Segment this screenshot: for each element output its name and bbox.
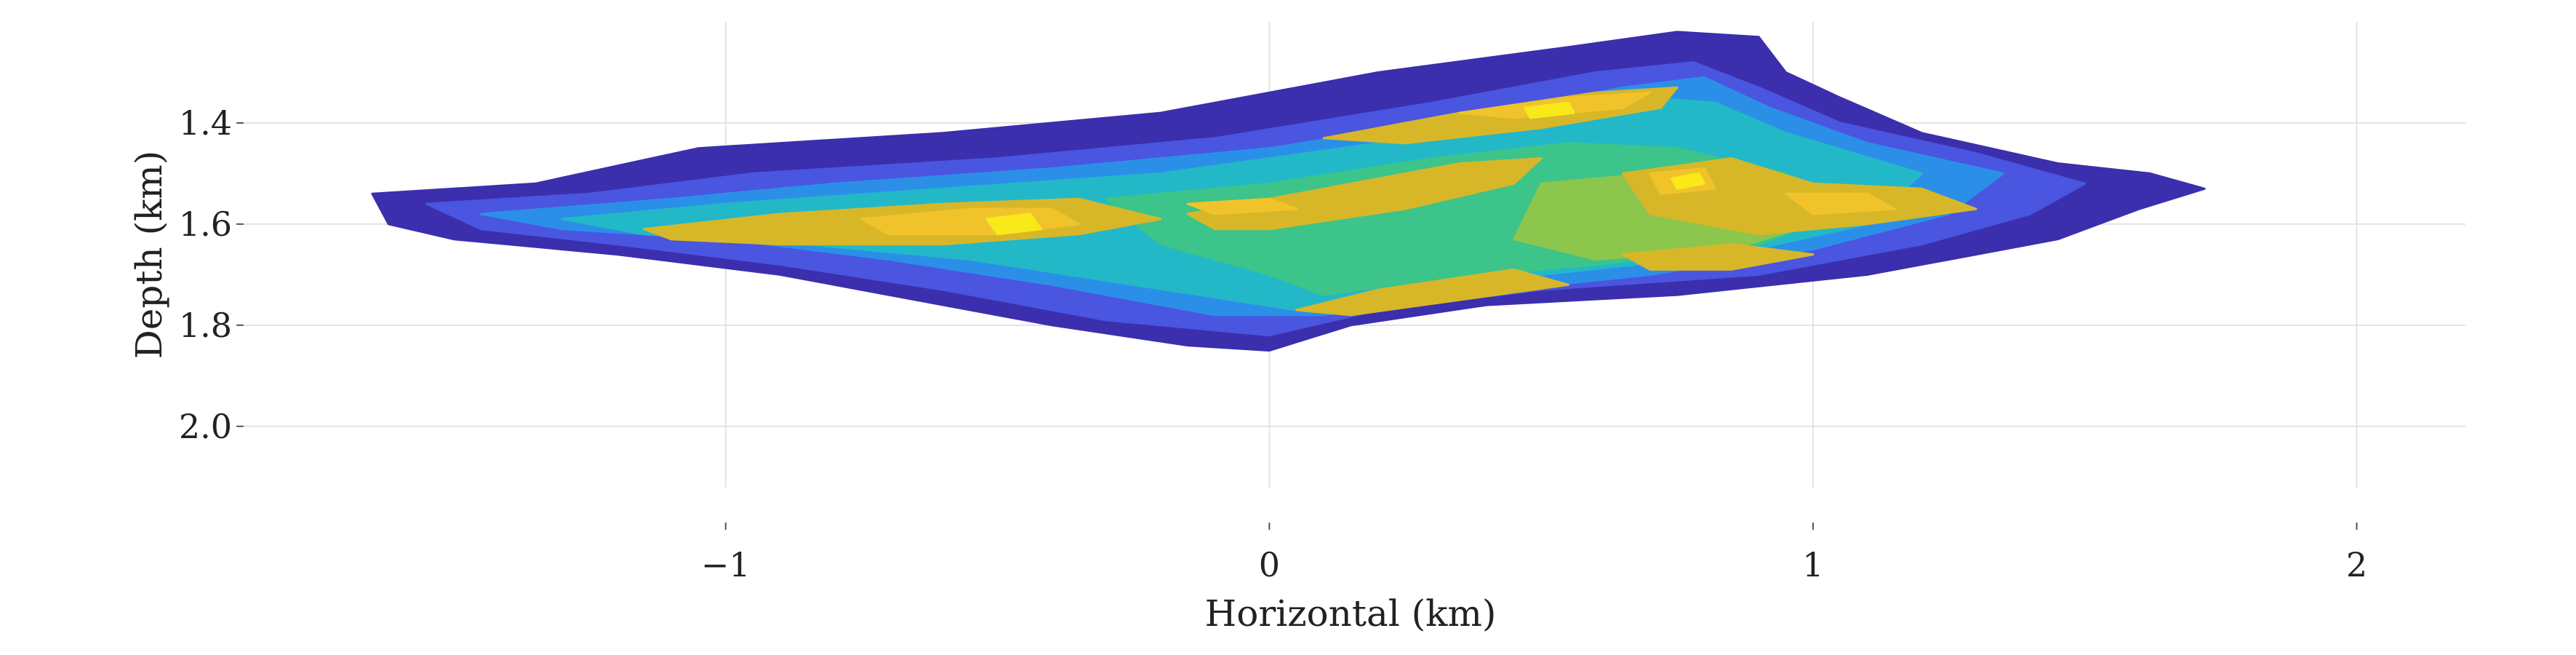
- contour-level-8: [1186, 197, 1298, 215]
- y-axis-label: Depth (km): [128, 151, 170, 360]
- y-tick-label: 1.4: [179, 103, 232, 143]
- contour-level-7: [1186, 157, 1543, 231]
- x-tick-label: 0: [1259, 545, 1280, 584]
- x-axis-label: Horizontal (km): [1205, 592, 1497, 635]
- x-tick-label: −1: [701, 545, 751, 584]
- x-tick-label: 1: [1802, 545, 1823, 584]
- contour-level-9: [985, 213, 1042, 236]
- contour-level-9: [1524, 101, 1575, 119]
- axis-ticks: −1 0 1 2 1.4 1.6 1.8 2.0: [179, 103, 2367, 584]
- contour-fills: [371, 31, 2206, 352]
- contour-level-8: [1785, 192, 1896, 215]
- contour-level-7: [1621, 243, 1815, 271]
- y-tick-label: 1.8: [179, 306, 232, 345]
- y-tick-label: 1.6: [179, 205, 232, 244]
- contour-level-7: [1295, 268, 1569, 317]
- y-tick-label: 2.0: [179, 407, 232, 446]
- contour-level-9: [1671, 172, 1705, 190]
- x-tick-label: 2: [2346, 545, 2367, 584]
